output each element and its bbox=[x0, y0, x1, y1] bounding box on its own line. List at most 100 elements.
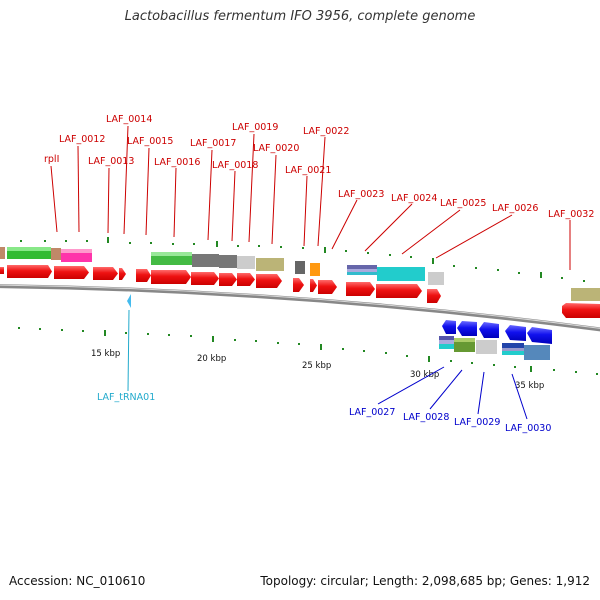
trna-marker bbox=[127, 294, 131, 308]
gene-arrow bbox=[136, 269, 151, 282]
label-leader bbox=[77, 145, 80, 233]
label-leader bbox=[303, 175, 308, 247]
feature-box bbox=[0, 247, 5, 259]
trna-label: LAF_tRNA01 bbox=[97, 392, 155, 403]
gene-arrow bbox=[427, 289, 441, 303]
gene-label-LAF-0013: LAF_0013 bbox=[88, 156, 134, 167]
label-leader bbox=[511, 373, 528, 420]
scale-label: 25 kbp bbox=[302, 361, 331, 371]
feature-box bbox=[502, 348, 524, 351]
topology-text: Topology: circular; Length: 2,098,685 bp… bbox=[260, 574, 590, 588]
gene-arrow bbox=[346, 282, 375, 296]
trna-label-leader bbox=[127, 309, 130, 392]
gene-arrow bbox=[376, 284, 422, 298]
genome-backbone-highlight bbox=[0, 284, 600, 329]
gene-arrow bbox=[256, 274, 282, 288]
gene-label-rplI: rplI bbox=[44, 154, 59, 165]
genome-backbone bbox=[0, 284, 600, 332]
feature-box bbox=[439, 340, 454, 344]
feature-box bbox=[439, 344, 454, 349]
feature-box bbox=[295, 261, 305, 274]
reverse-gene-arrows bbox=[442, 320, 552, 344]
accession-text: Accession: NC_010610 bbox=[9, 574, 146, 588]
feature-box bbox=[454, 338, 475, 342]
forward-label-leaders bbox=[50, 125, 571, 270]
reverse-feature-boxes bbox=[439, 336, 550, 360]
gene-arrow bbox=[457, 321, 477, 336]
feature-box bbox=[61, 249, 92, 253]
label-leader bbox=[207, 149, 213, 241]
gene-label-LAF-0029: LAF_0029 bbox=[454, 417, 500, 428]
gene-arrow bbox=[54, 266, 89, 279]
feature-box bbox=[51, 248, 61, 260]
label-leader bbox=[231, 170, 236, 242]
label-leader bbox=[429, 369, 463, 410]
forward-gene-arrows bbox=[0, 265, 600, 318]
label-leader bbox=[173, 167, 177, 238]
gene-label-LAF-0021: LAF_0021 bbox=[285, 165, 331, 176]
scale-label: 35 kbp bbox=[515, 381, 544, 391]
scale-labels: 15 kbp 20 kbp 25 kbp 30 kbp 35 kbp bbox=[91, 349, 544, 391]
gene-label-LAF-0012: LAF_0012 bbox=[59, 134, 105, 145]
label-leader bbox=[145, 147, 150, 236]
label-leader bbox=[317, 136, 326, 247]
gene-arrow bbox=[527, 327, 552, 344]
label-leader bbox=[331, 199, 358, 250]
label-leader bbox=[435, 214, 513, 259]
feature-box bbox=[524, 345, 550, 360]
gene-label-LAF-0016: LAF_0016 bbox=[154, 157, 200, 168]
feature-box bbox=[192, 254, 219, 267]
feature-box bbox=[151, 252, 192, 256]
scale-ticks-lower bbox=[18, 327, 598, 375]
gene-label-LAF-0027: LAF_0027 bbox=[349, 407, 395, 418]
reverse-labels: LAF_0027 LAF_0028 LAF_0029 LAF_0030 bbox=[349, 407, 551, 434]
gene-label-LAF-0020: LAF_0020 bbox=[253, 143, 299, 154]
feature-box bbox=[256, 258, 284, 271]
feature-box bbox=[502, 343, 524, 348]
gene-arrow bbox=[442, 320, 456, 334]
label-leader bbox=[50, 165, 58, 233]
feature-box bbox=[476, 340, 497, 354]
gene-label-LAF-0023: LAF_0023 bbox=[338, 189, 384, 200]
gene-arrow bbox=[237, 273, 255, 286]
forward-feature-boxes bbox=[0, 247, 600, 301]
label-leader bbox=[248, 133, 255, 243]
feature-box bbox=[347, 265, 377, 269]
scale-label: 15 kbp bbox=[91, 349, 120, 359]
gene-arrow bbox=[93, 267, 118, 280]
gene-arrow bbox=[219, 273, 237, 286]
gene-label-LAF-0017: LAF_0017 bbox=[190, 138, 236, 149]
gene-arrow bbox=[293, 278, 304, 292]
scale-label: 20 kbp bbox=[197, 354, 226, 364]
label-leader bbox=[123, 125, 129, 235]
feature-box bbox=[237, 256, 255, 269]
gene-arrow bbox=[7, 265, 52, 278]
gene-arrow bbox=[0, 267, 4, 274]
gene-label-LAF-0018: LAF_0018 bbox=[212, 160, 258, 171]
label-leader bbox=[477, 371, 485, 415]
gene-arrow bbox=[119, 268, 126, 280]
gene-label-LAF-0025: LAF_0025 bbox=[440, 198, 486, 209]
gene-label-LAF-0026: LAF_0026 bbox=[492, 203, 538, 214]
label-leader bbox=[377, 366, 445, 405]
gene-label-LAF-0032: LAF_0032 bbox=[548, 209, 594, 220]
gene-arrow bbox=[479, 322, 499, 338]
feature-box bbox=[428, 272, 444, 285]
label-leader bbox=[401, 209, 461, 255]
gene-label-LAF-0030: LAF_0030 bbox=[505, 423, 551, 434]
feature-box bbox=[7, 247, 51, 251]
forward-labels: rplI LAF_0012 LAF_0013 LAF_0014 LAF_0015… bbox=[44, 114, 594, 220]
reverse-label-leaders bbox=[377, 366, 528, 420]
label-leader bbox=[107, 167, 110, 234]
feature-box bbox=[310, 263, 320, 276]
gene-arrow bbox=[151, 270, 191, 284]
feature-box bbox=[377, 267, 425, 281]
genome-title: Lactobacillus fermentum IFO 3956, comple… bbox=[124, 9, 476, 24]
scale-label: 30 kbp bbox=[410, 370, 439, 380]
gene-label-LAF-0022: LAF_0022 bbox=[303, 126, 349, 137]
scale-ticks-upper bbox=[20, 237, 585, 282]
feature-box bbox=[347, 272, 377, 275]
feature-box bbox=[219, 255, 237, 268]
gene-arrow bbox=[505, 325, 526, 341]
